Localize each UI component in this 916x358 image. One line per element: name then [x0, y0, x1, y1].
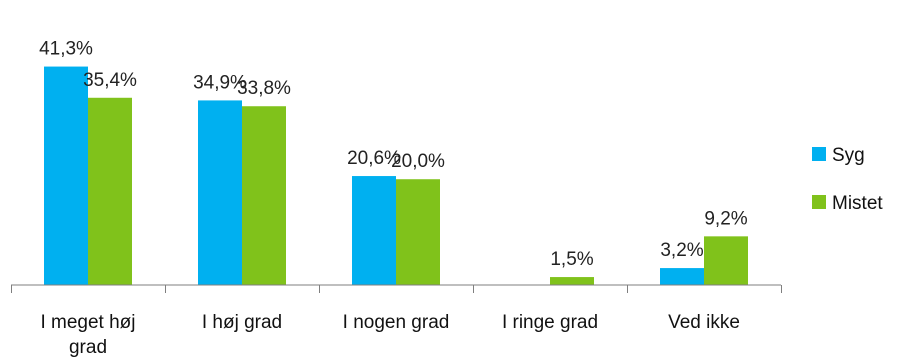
data-label: 3,2%: [660, 240, 703, 261]
bar-syg: [198, 100, 242, 285]
data-label: 1,5%: [550, 249, 593, 270]
data-label: 34,9%: [193, 72, 247, 93]
bar-mistet: [704, 236, 748, 285]
bar-mistet: [396, 179, 440, 285]
data-labels-layer: 41,3% 35,4% 34,9%33,8% 20,6%20,0% 1,5% 3,2%9,…: [39, 39, 748, 270]
legend-swatch-mistet: [812, 195, 826, 209]
bars-layer: [44, 66, 748, 286]
data-label: 20,0%: [391, 151, 445, 172]
x-tick-label: I høj grad: [202, 312, 282, 333]
bar-syg: [660, 268, 704, 285]
bar-mistet: [242, 106, 286, 285]
data-label: 9,2%: [704, 208, 747, 229]
x-axis: I meget høj grad I høj grad I nogen grad I r…: [11, 284, 782, 358]
legend: Syg Mistet: [812, 145, 883, 214]
x-tick-label: Ved ikke: [668, 312, 740, 333]
legend-label-syg: Syg: [832, 145, 865, 166]
bar-mistet: [550, 277, 594, 285]
data-label: 20,6%: [347, 148, 401, 169]
legend-label-mistet: Mistet: [832, 193, 883, 214]
legend-swatch-syg: [812, 147, 826, 161]
x-tick-label: I nogen grad: [343, 312, 450, 333]
data-label: 41,3%: [39, 39, 93, 60]
x-tick-label: grad: [69, 337, 107, 358]
x-tick-label: I meget høj: [40, 312, 135, 333]
x-tick-label: I ringe grad: [502, 312, 598, 333]
bar-syg: [44, 66, 88, 286]
data-label: 35,4%: [83, 70, 137, 91]
bar-mistet: [88, 97, 132, 285]
data-label: 33,8%: [237, 78, 291, 99]
bar-syg: [352, 176, 396, 285]
